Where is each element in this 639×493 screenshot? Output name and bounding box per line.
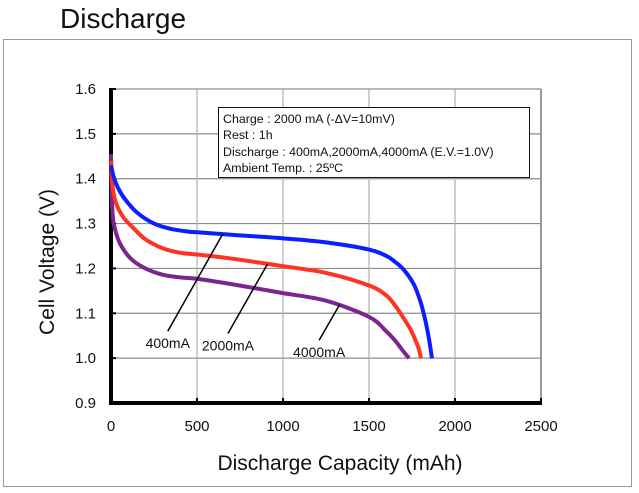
series-lines [109,153,434,360]
y-axis-title: Cell Voltage (V) [36,189,59,335]
annotation-line-temp: Ambient Temp. : 25ºC [223,160,343,175]
y-tick-label: 1.1 [75,305,96,322]
x-tick-label: 2000 [438,418,471,435]
y-tick-label: 1.2 [75,260,96,277]
leader-line-4000ma [318,303,341,341]
leader-line-2000ma [227,263,269,334]
axes [109,88,542,405]
x-axis-title: Discharge Capacity (mAh) [217,452,462,475]
series-line-4000ma [109,153,411,360]
page-title: Discharge [60,3,187,34]
y-tick-label: 0.9 [75,395,96,412]
series-line-400ma [109,164,434,359]
annotation-line-discharge: Discharge : 400mA,2000mA,4000mA (E.V.=1.… [223,144,494,159]
y-tick-labels: 0.9 1.0 1.1 1.2 1.3 1.4 1.5 1.6 [75,81,96,412]
annotation-line-rest: Rest : 1h [223,128,273,143]
curve-label-400ma: 400mA [146,335,191,351]
x-tick-label: 0 [107,418,115,435]
y-tick-label: 1.5 [75,126,96,143]
series-line-2000ma [109,160,423,359]
x-tick-label: 2500 [524,418,557,435]
x-tick-label: 1000 [266,418,299,435]
curve-label-4000ma: 4000mA [293,344,346,360]
leader-line-400ma [167,233,224,332]
chart-frame [3,39,632,487]
curve-labels: 400mA 2000mA 4000mA [146,233,346,360]
annotation-line-charge: Charge : 2000 mA (-ΔV=10mV) [223,112,395,126]
y-tick-label: 1.0 [75,350,96,367]
curve-label-2000ma: 2000mA [202,337,255,353]
x-tick-label: 1500 [352,418,385,435]
y-tick-label: 1.4 [75,171,96,188]
y-tick-label: 1.3 [75,216,96,233]
x-tick-label: 500 [184,418,209,435]
test-conditions-box: Charge : 2000 mA (-ΔV=10mV) Rest : 1h Di… [218,107,530,178]
x-tick-labels: 0 500 1000 1500 2000 2500 [107,418,558,435]
y-tick-label: 1.6 [75,81,96,98]
